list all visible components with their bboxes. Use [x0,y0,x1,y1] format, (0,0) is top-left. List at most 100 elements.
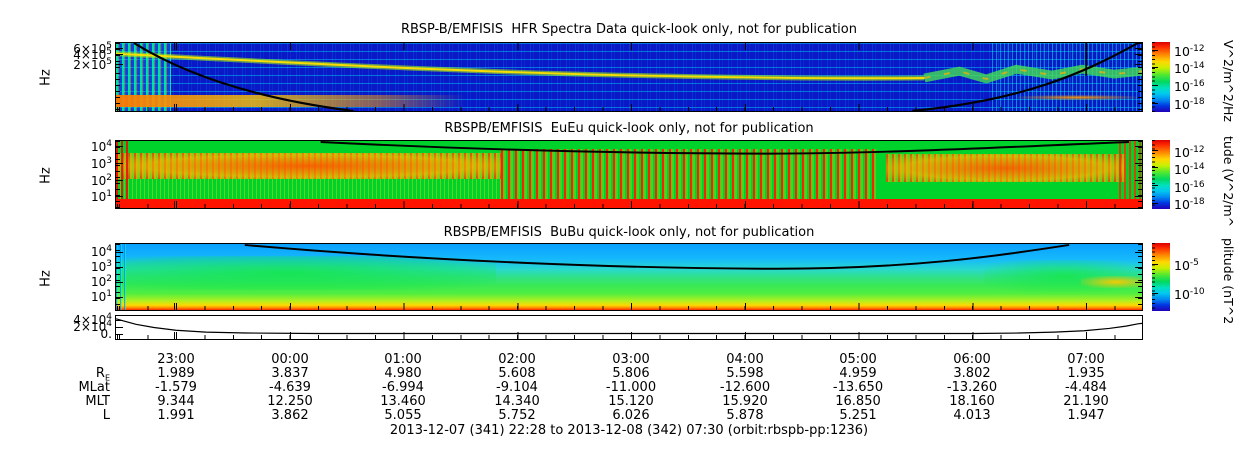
re-value: 5.608 [498,366,536,381]
panel2-title: RBSPB/EMFISIS EuEu quick-look only, not … [444,121,814,136]
panel1-cbtick: 10-18 [1174,96,1234,111]
panel2-yaxis-label: Hz [38,167,54,184]
ytick-major [1135,180,1142,181]
time-tick-label: 05:00 [839,352,877,367]
colorbar-minor-ticks [1152,140,1155,209]
ytick-major [116,267,123,268]
ytick-major [116,252,123,253]
panel3-ytick-1e4: 104 [40,244,112,258]
time-tick-label: 03:00 [612,352,650,367]
panel3-left-edge-noise [116,244,126,310]
cbtick-mantissa: 10 [1174,97,1190,113]
panel2-ytick-1e3: 103 [40,156,112,170]
ytick-mantissa: 2×10 [73,320,107,334]
ytick-major [1135,282,1142,283]
row-label-re: RE [30,366,110,383]
mlat-value: -11.000 [605,380,657,395]
panel2-cbtick: 10-18 [1174,196,1234,211]
colorbar-major-tick [1152,203,1158,204]
panel1-ytick-4e5: 4×105 [40,47,112,61]
row-label-mlt: MLT [30,394,110,409]
fce-curve [320,141,1130,155]
ytick-major [1135,146,1142,147]
l-value: 1.947 [1067,408,1105,423]
mlat-value: -13.650 [832,380,884,395]
panel3-yticks-minor-right [1138,244,1142,310]
panel1-xticks-minor [116,107,1142,111]
panel1-yaxis-label: Hz [38,69,54,86]
panel1-ytick-6e5: 6×105 [40,41,112,55]
ytick-major [116,297,123,298]
ytick-major [1135,297,1142,298]
ytick-major [1135,267,1142,268]
colorbar-major-tick [1152,264,1158,265]
cbtick-exponent: -12 [1189,145,1205,155]
panel3-colorbar-unit: plitude (nT^2 [1221,238,1236,325]
ytick-mantissa: 2×10 [73,58,107,72]
panel2-cbtick: 10-14 [1174,161,1234,176]
ytick-exponent: 1 [106,189,112,199]
panel1-title: RBSP-B/EMFISIS HFR Spectra Data quick-lo… [400,22,857,37]
panel2-colorbar [1152,140,1170,209]
ytick-major [116,282,123,283]
ytick-major [116,327,123,328]
mlt-value: 9.344 [157,394,195,409]
l-value: 1.991 [157,408,195,423]
panel2-overlay [320,141,1130,155]
row-label-text: MLat [78,380,110,395]
panel2-colorbar-unit: tude (V^2/m^ [1221,136,1236,228]
re-value: 3.837 [271,366,309,381]
row-label-text: L [102,408,110,423]
mlt-value: 18.160 [949,394,995,409]
cbtick-mantissa: 10 [1174,44,1190,60]
colorbar-major-tick [1152,85,1158,86]
panel3-yticks-minor-left [116,244,120,310]
time-range-title: 2013-12-07 (341) 22:28 to 2013-12-08 (34… [389,423,869,438]
ytick-major [1135,54,1142,55]
cbtick-exponent: -14 [1189,162,1205,172]
ytick-major [1135,252,1142,253]
ytick-exponent: 4 [106,244,112,254]
panel2-ytick-1e1: 101 [40,189,112,203]
colorbar-minor-ticks [1152,42,1155,112]
time-tick-label: 07:00 [1067,352,1105,367]
ytick-mantissa: 10 [90,275,107,289]
strip-ytick-4e4: 4×104 [40,312,112,326]
ytick-mantissa: 4×10 [73,313,107,327]
cbtick-mantissa: 10 [1174,180,1190,196]
row-label-text: R [95,366,105,381]
panel2-yticks-minor-right [1138,141,1142,208]
re-value: 1.935 [1067,366,1105,381]
mlt-value: 15.920 [722,394,768,409]
ytick-major [1135,196,1142,197]
ytick-major [116,163,123,164]
l-value: 3.862 [271,408,309,423]
panel3-ytick-1e3: 103 [40,259,112,273]
mlat-value: -4.639 [269,380,311,395]
panel3-yellow-patch [1081,276,1142,288]
time-tick-label: 00:00 [271,352,309,367]
ytick-major [116,54,123,55]
fce-line-plot [115,315,1143,340]
cbtick-exponent: -16 [1189,180,1205,190]
l-value: 5.055 [384,408,422,423]
panel1-cbtick: 10-14 [1174,60,1234,75]
ytick-mantissa: 6×10 [73,42,107,56]
colorbar-major-tick [1152,293,1158,294]
ytick-mantissa: 10 [90,260,107,274]
panel3-title: RBSPB/EMFISIS BuBu quick-look only, not … [443,225,815,240]
row-label-subscript: E [104,373,110,383]
time-tick-label: 04:00 [726,352,764,367]
panel1-right-orange-streak [1017,95,1137,100]
panel3-bubu-spectrogram [115,243,1143,311]
ytick-mantissa: 0. [100,327,112,341]
panel1-yticks-minor-right [1138,43,1142,111]
time-tick-label: 01:00 [384,352,422,367]
panel3-colorbar [1152,243,1170,311]
time-tick-label: 02:00 [498,352,536,367]
re-value: 3.802 [953,366,991,381]
re-value: 1.989 [157,366,195,381]
mlat-value: -9.104 [496,380,538,395]
panel1-colorbar [1152,42,1170,112]
